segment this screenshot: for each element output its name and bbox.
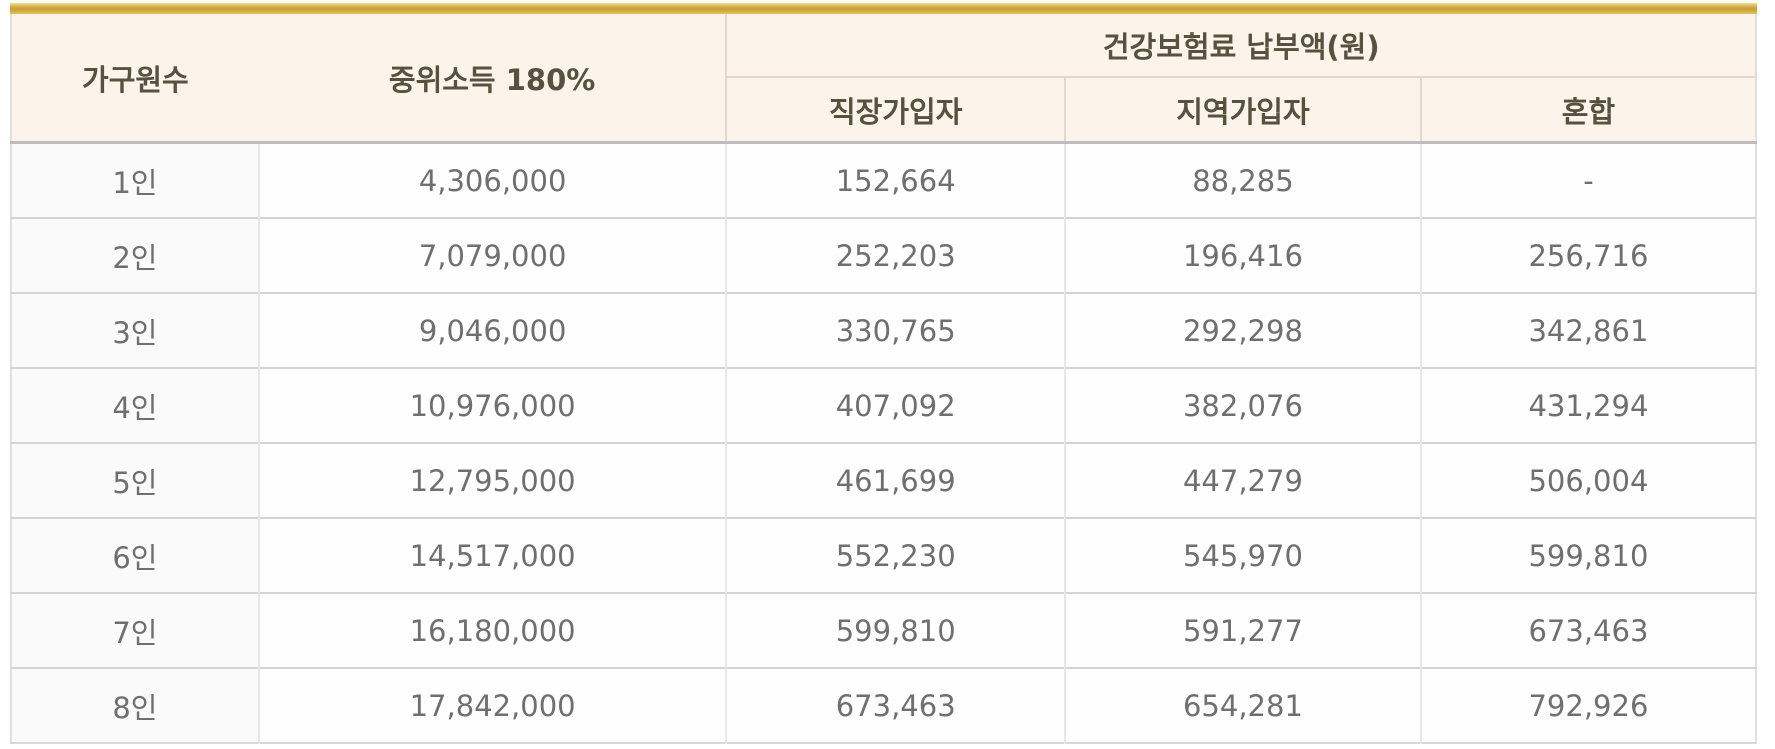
cell-mixed-amount: 599,810 — [1419, 517, 1756, 593]
cell-regional-amount: 591,277 — [1063, 592, 1421, 668]
cell-regional-amount: 88,285 — [1063, 142, 1421, 218]
cell-mixed-amount: 506,004 — [1419, 442, 1756, 518]
cell-regional-amount: 196,416 — [1063, 217, 1421, 293]
cell-mixed-amount: 256,716 — [1419, 217, 1756, 293]
cell-mixed-amount: 673,463 — [1419, 592, 1756, 668]
cell-workplace-amount: 252,203 — [725, 217, 1065, 293]
cell-workplace-amount: 407,092 — [725, 367, 1065, 443]
page: { "table": { "header": { "household": "가… — [0, 3, 1775, 749]
cell-median-income: 17,842,000 — [257, 667, 727, 743]
table-row: 1인 4,306,000 152,664 88,285 - — [11, 142, 1756, 218]
cell-regional-amount: 382,076 — [1063, 367, 1421, 443]
cell-median-income: 16,180,000 — [257, 592, 727, 668]
cell-median-income: 14,517,000 — [257, 517, 727, 593]
header-mixed: 혼합 — [1419, 77, 1756, 145]
cell-median-income: 9,046,000 — [257, 292, 727, 368]
cell-mixed-amount: 792,926 — [1419, 667, 1756, 743]
cell-household-size: 6인 — [11, 517, 259, 593]
cell-household-size: 3인 — [11, 292, 259, 368]
header-premium-group-title: 건강보험료 납부액(원) — [725, 14, 1756, 79]
cell-workplace-amount: 152,664 — [725, 142, 1065, 218]
table-row: 6인 14,517,000 552,230 545,970 599,810 — [11, 517, 1756, 593]
insurance-premium-table: 가구원수 중위소득 180% 건강보험료 납부액(원) 직장가입자 지역가입자 … — [10, 14, 1757, 744]
header-regional-subscriber: 지역가입자 — [1063, 77, 1421, 145]
header-workplace-subscriber: 직장가입자 — [725, 77, 1065, 145]
table-body: 1인 4,306,000 152,664 88,285 - 2인 7,079,0… — [11, 142, 1756, 743]
cell-mixed-amount: - — [1419, 142, 1756, 218]
table-row: 8인 17,842,000 673,463 654,281 792,926 — [11, 667, 1756, 743]
cell-household-size: 1인 — [11, 142, 259, 218]
cell-mixed-amount: 342,861 — [1419, 292, 1756, 368]
cell-household-size: 7인 — [11, 592, 259, 668]
cell-median-income: 12,795,000 — [257, 442, 727, 518]
cell-regional-amount: 292,298 — [1063, 292, 1421, 368]
table-row: 7인 16,180,000 599,810 591,277 673,463 — [11, 592, 1756, 668]
cell-household-size: 5인 — [11, 442, 259, 518]
header-row-sub: 직장가입자 지역가입자 혼합 — [11, 77, 1756, 145]
table-row: 4인 10,976,000 407,092 382,076 431,294 — [11, 367, 1756, 443]
cell-workplace-amount: 330,765 — [725, 292, 1065, 368]
cell-median-income: 10,976,000 — [257, 367, 727, 443]
header-median-income-180: 중위소득 180% — [258, 14, 727, 144]
cell-regional-amount: 545,970 — [1063, 517, 1421, 593]
table-row: 5인 12,795,000 461,699 447,279 506,004 — [11, 442, 1756, 518]
cell-mixed-amount: 431,294 — [1419, 367, 1756, 443]
cell-median-income: 4,306,000 — [257, 142, 727, 218]
table-header: 가구원수 중위소득 180% 건강보험료 납부액(원) 직장가입자 지역가입자 … — [11, 14, 1756, 145]
cell-workplace-amount: 599,810 — [725, 592, 1065, 668]
cell-household-size: 8인 — [11, 667, 259, 743]
cell-workplace-amount: 673,463 — [725, 667, 1065, 743]
cell-workplace-amount: 461,699 — [725, 442, 1065, 518]
header-row-top: 가구원수 중위소득 180% 건강보험료 납부액(원) — [11, 14, 1756, 144]
cell-regional-amount: 654,281 — [1063, 667, 1421, 743]
cell-household-size: 2인 — [11, 217, 259, 293]
table-top-accent-bar — [10, 3, 1757, 14]
table-row: 2인 7,079,000 252,203 196,416 256,716 — [11, 217, 1756, 293]
cell-regional-amount: 447,279 — [1063, 442, 1421, 518]
header-household-size: 가구원수 — [11, 14, 259, 144]
table-row: 3인 9,046,000 330,765 292,298 342,861 — [11, 292, 1756, 368]
table-container: 가구원수 중위소득 180% 건강보험료 납부액(원) 직장가입자 지역가입자 … — [10, 3, 1757, 744]
cell-household-size: 4인 — [11, 367, 259, 443]
cell-median-income: 7,079,000 — [257, 217, 727, 293]
cell-workplace-amount: 552,230 — [725, 517, 1065, 593]
